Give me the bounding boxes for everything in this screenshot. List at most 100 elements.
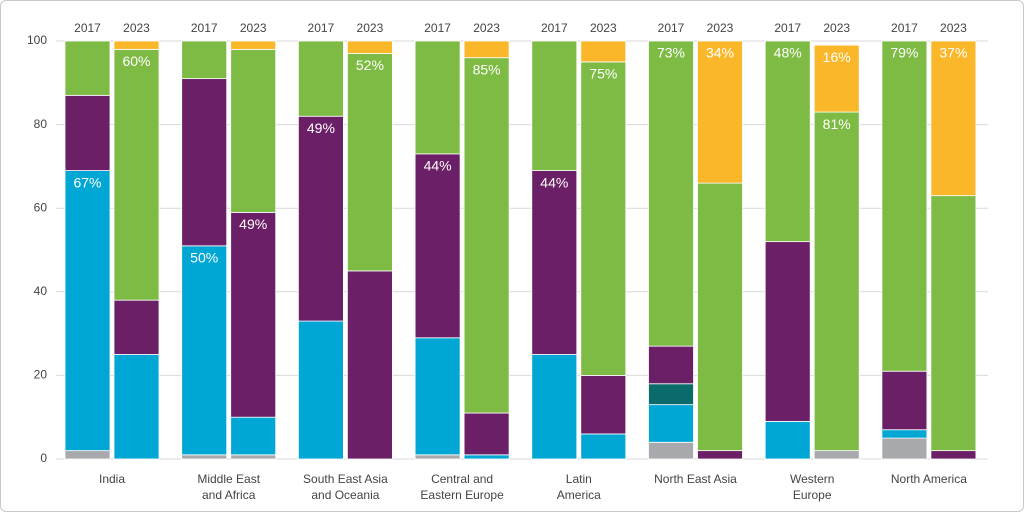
x-tick-label: North East Asia	[654, 472, 737, 486]
bar-segment	[531, 170, 578, 355]
y-tick-label: 80	[34, 117, 48, 131]
group-label: 2023	[940, 21, 967, 35]
y-tick-label: 40	[34, 284, 48, 298]
x-tick-label: India	[98, 472, 126, 486]
bar-segment	[297, 40, 344, 117]
bar-segment	[463, 57, 510, 414]
bar-segment	[930, 40, 977, 197]
bar-segment	[648, 40, 694, 347]
bar-segment	[648, 383, 694, 406]
bar-segment	[648, 441, 694, 460]
value-label: 37%	[939, 45, 967, 61]
bar-segment	[764, 420, 811, 460]
group-label: 2023	[357, 21, 384, 35]
bar-segment	[297, 115, 344, 322]
bar-segment	[764, 241, 811, 422]
value-label: 49%	[239, 216, 267, 232]
value-label: 44%	[540, 174, 568, 190]
bar-segment	[230, 416, 277, 456]
bar-segment	[181, 78, 228, 247]
value-label: 79%	[890, 45, 918, 61]
group-label: 2017	[308, 21, 335, 35]
bar-segment	[930, 450, 977, 460]
bar-segment	[580, 40, 627, 63]
bar-segment	[697, 450, 743, 460]
value-label: 85%	[473, 61, 501, 77]
y-tick-label: 60	[34, 200, 48, 214]
bar-segment	[580, 61, 627, 376]
bar-segment	[414, 454, 461, 460]
bar-segment	[881, 40, 928, 372]
y-tick-label: 20	[34, 368, 48, 382]
bar-segment	[64, 170, 111, 452]
value-label: 48%	[774, 45, 802, 61]
group-label: 2017	[191, 21, 218, 35]
bar-segment	[881, 437, 928, 460]
bar-segment	[463, 454, 510, 460]
group-label: 2023	[123, 21, 150, 35]
bar-segment	[813, 44, 860, 113]
bar-segment	[813, 450, 860, 460]
group-label: 2017	[74, 21, 101, 35]
value-label: 73%	[657, 45, 685, 61]
group-label: 2017	[774, 21, 801, 35]
bar-segment	[297, 320, 344, 460]
bar-segment	[113, 354, 160, 460]
x-tick-label: South East Asia and Oceania	[303, 472, 388, 502]
x-tick-label: Western Europe	[789, 472, 835, 502]
value-label: 52%	[356, 57, 384, 73]
group-label: 2017	[424, 21, 451, 35]
value-label: 67%	[73, 174, 101, 190]
value-label: 44%	[424, 158, 452, 174]
bar-segment	[648, 345, 694, 385]
bar-segment	[346, 270, 393, 460]
value-label: 60%	[122, 53, 150, 69]
group-label: 2023	[240, 21, 267, 35]
bar-segment	[113, 299, 160, 355]
bar-segment	[230, 454, 277, 460]
x-tick-label: Central and Eastern Europe	[420, 472, 504, 502]
bar-segment	[764, 40, 811, 243]
value-label: 50%	[190, 250, 218, 266]
y-tick-label: 0	[40, 451, 47, 465]
value-label: 81%	[823, 116, 851, 132]
bar-segment	[64, 40, 111, 96]
value-label: 34%	[706, 45, 734, 61]
y-tick-label: 100	[27, 33, 47, 47]
bar-segment	[813, 111, 860, 452]
group-label: 2017	[541, 21, 568, 35]
bar-segment	[463, 40, 510, 59]
bar-segment	[64, 450, 111, 460]
group-label: 2023	[707, 21, 734, 35]
bar-segment	[697, 40, 743, 184]
group-label: 2023	[590, 21, 617, 35]
bar-segment	[580, 433, 627, 460]
bar-segment	[531, 40, 578, 171]
bar-segment	[181, 454, 228, 460]
value-label: 49%	[307, 120, 335, 136]
bar-segment	[648, 404, 694, 443]
bar-segment	[230, 211, 277, 418]
bar-segment	[881, 370, 928, 431]
group-label: 2017	[891, 21, 918, 35]
bar-segment	[580, 374, 627, 435]
bar-segment	[463, 412, 510, 456]
group-label: 2023	[473, 21, 500, 35]
bar-segment	[64, 94, 111, 171]
bar-segment	[113, 48, 160, 301]
bar-segment	[881, 429, 928, 439]
bar-segment	[230, 48, 277, 213]
bar-segment	[414, 337, 461, 456]
x-tick-label: North America	[890, 472, 967, 486]
bar-segment	[697, 182, 743, 452]
value-label: 16%	[823, 49, 851, 65]
bar-segment	[414, 40, 461, 155]
bar-segment	[113, 40, 160, 50]
bar-segment	[181, 245, 228, 456]
bar-segment	[531, 354, 578, 460]
group-label: 2017	[658, 21, 685, 35]
x-tick-label: Latin America	[556, 472, 601, 502]
bar-segment	[414, 153, 461, 339]
